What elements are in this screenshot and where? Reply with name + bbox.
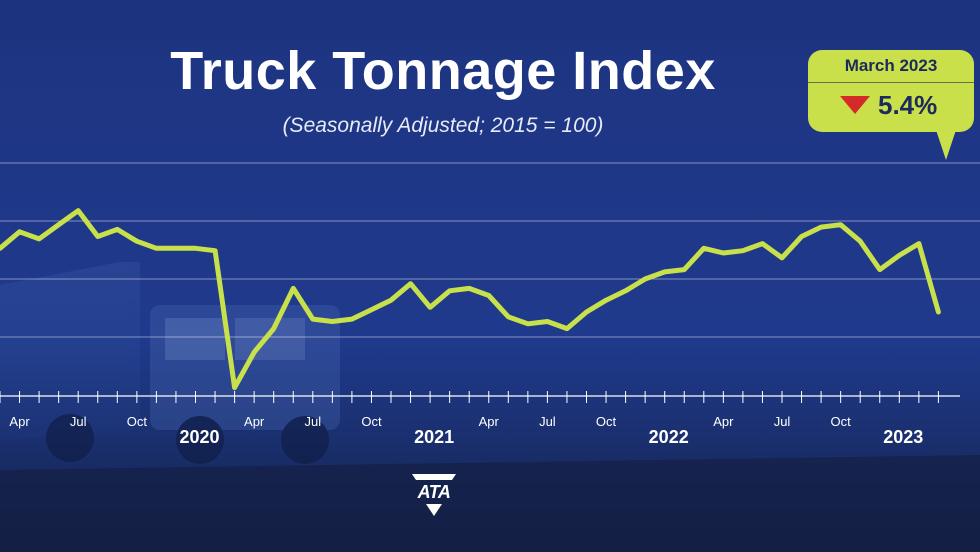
callout-divider xyxy=(808,82,974,83)
ata-logo: ATA xyxy=(408,470,460,518)
grid-lines xyxy=(0,162,980,338)
x-year-label-15: 2023 xyxy=(883,427,923,447)
down-arrow-icon xyxy=(840,96,870,114)
callout-pointer xyxy=(936,130,956,160)
x-month-label-9: Jul xyxy=(539,414,556,429)
series-line-truck-tonnage xyxy=(0,208,941,391)
latest-value-callout: March 2023 5.4% xyxy=(808,50,974,160)
x-month-label-10: Oct xyxy=(596,414,617,429)
x-month-label-2: Oct xyxy=(127,414,148,429)
x-tick-labels: Apr Jul Oct 2020 Apr Jul Oct 2021 Apr Jul Oct 2022 A… xyxy=(9,414,923,447)
callout-box xyxy=(808,50,974,132)
chart-title: Truck Tonnage Index xyxy=(170,41,716,101)
x-month-label-6: Oct xyxy=(361,414,382,429)
x-month-label-8: Apr xyxy=(479,414,500,429)
x-month-label-0: Apr xyxy=(9,414,30,429)
road-surface xyxy=(0,455,980,552)
x-year-label-3: 2020 xyxy=(179,427,219,447)
x-month-label-4: Apr xyxy=(244,414,265,429)
callout-change-value: 5.4% xyxy=(878,90,938,120)
ata-logo-text: ATA xyxy=(417,482,451,502)
chart-subtitle: (Seasonally Adjusted; 2015 = 100) xyxy=(282,114,604,137)
x-year-label-7: 2021 xyxy=(414,427,454,447)
x-month-label-1: Jul xyxy=(70,414,87,429)
x-month-label-5: Jul xyxy=(304,414,321,429)
x-month-label-13: Jul xyxy=(774,414,791,429)
ata-logo-mark xyxy=(412,474,456,516)
x-year-label-11: 2022 xyxy=(649,427,689,447)
x-month-label-12: Apr xyxy=(713,414,734,429)
x-month-label-14: Oct xyxy=(831,414,852,429)
x-axis xyxy=(0,391,960,403)
callout-date: March 2023 xyxy=(844,56,938,75)
